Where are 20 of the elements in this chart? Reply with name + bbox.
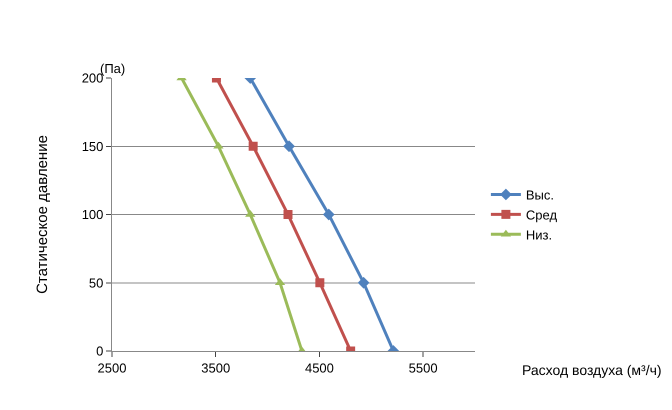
x-tick-label: 4500 [304, 360, 334, 376]
x-tick-label: 3500 [201, 360, 230, 376]
y-tick-label: 0 [96, 344, 104, 359]
y-tick-label: 150 [82, 138, 104, 154]
point [284, 210, 292, 219]
point [283, 140, 295, 152]
point [322, 208, 335, 220]
legend-label: Сред [526, 207, 558, 222]
point [358, 276, 370, 289]
y-tick-label: 50 [88, 275, 104, 290]
y-axis-title: Статическое давление [34, 135, 51, 294]
legend-label: Низ. [526, 227, 552, 242]
point [248, 142, 258, 151]
x-tick-label: 5500 [408, 360, 438, 376]
x-axis-title: Расход воздуха (м³/ч) [522, 362, 662, 378]
y-tick-label: 100 [82, 207, 104, 222]
x-tick-label: 2500 [98, 360, 126, 376]
legend-label: Выс. [526, 188, 554, 203]
text: (Па) [100, 61, 126, 76]
point [315, 278, 324, 288]
